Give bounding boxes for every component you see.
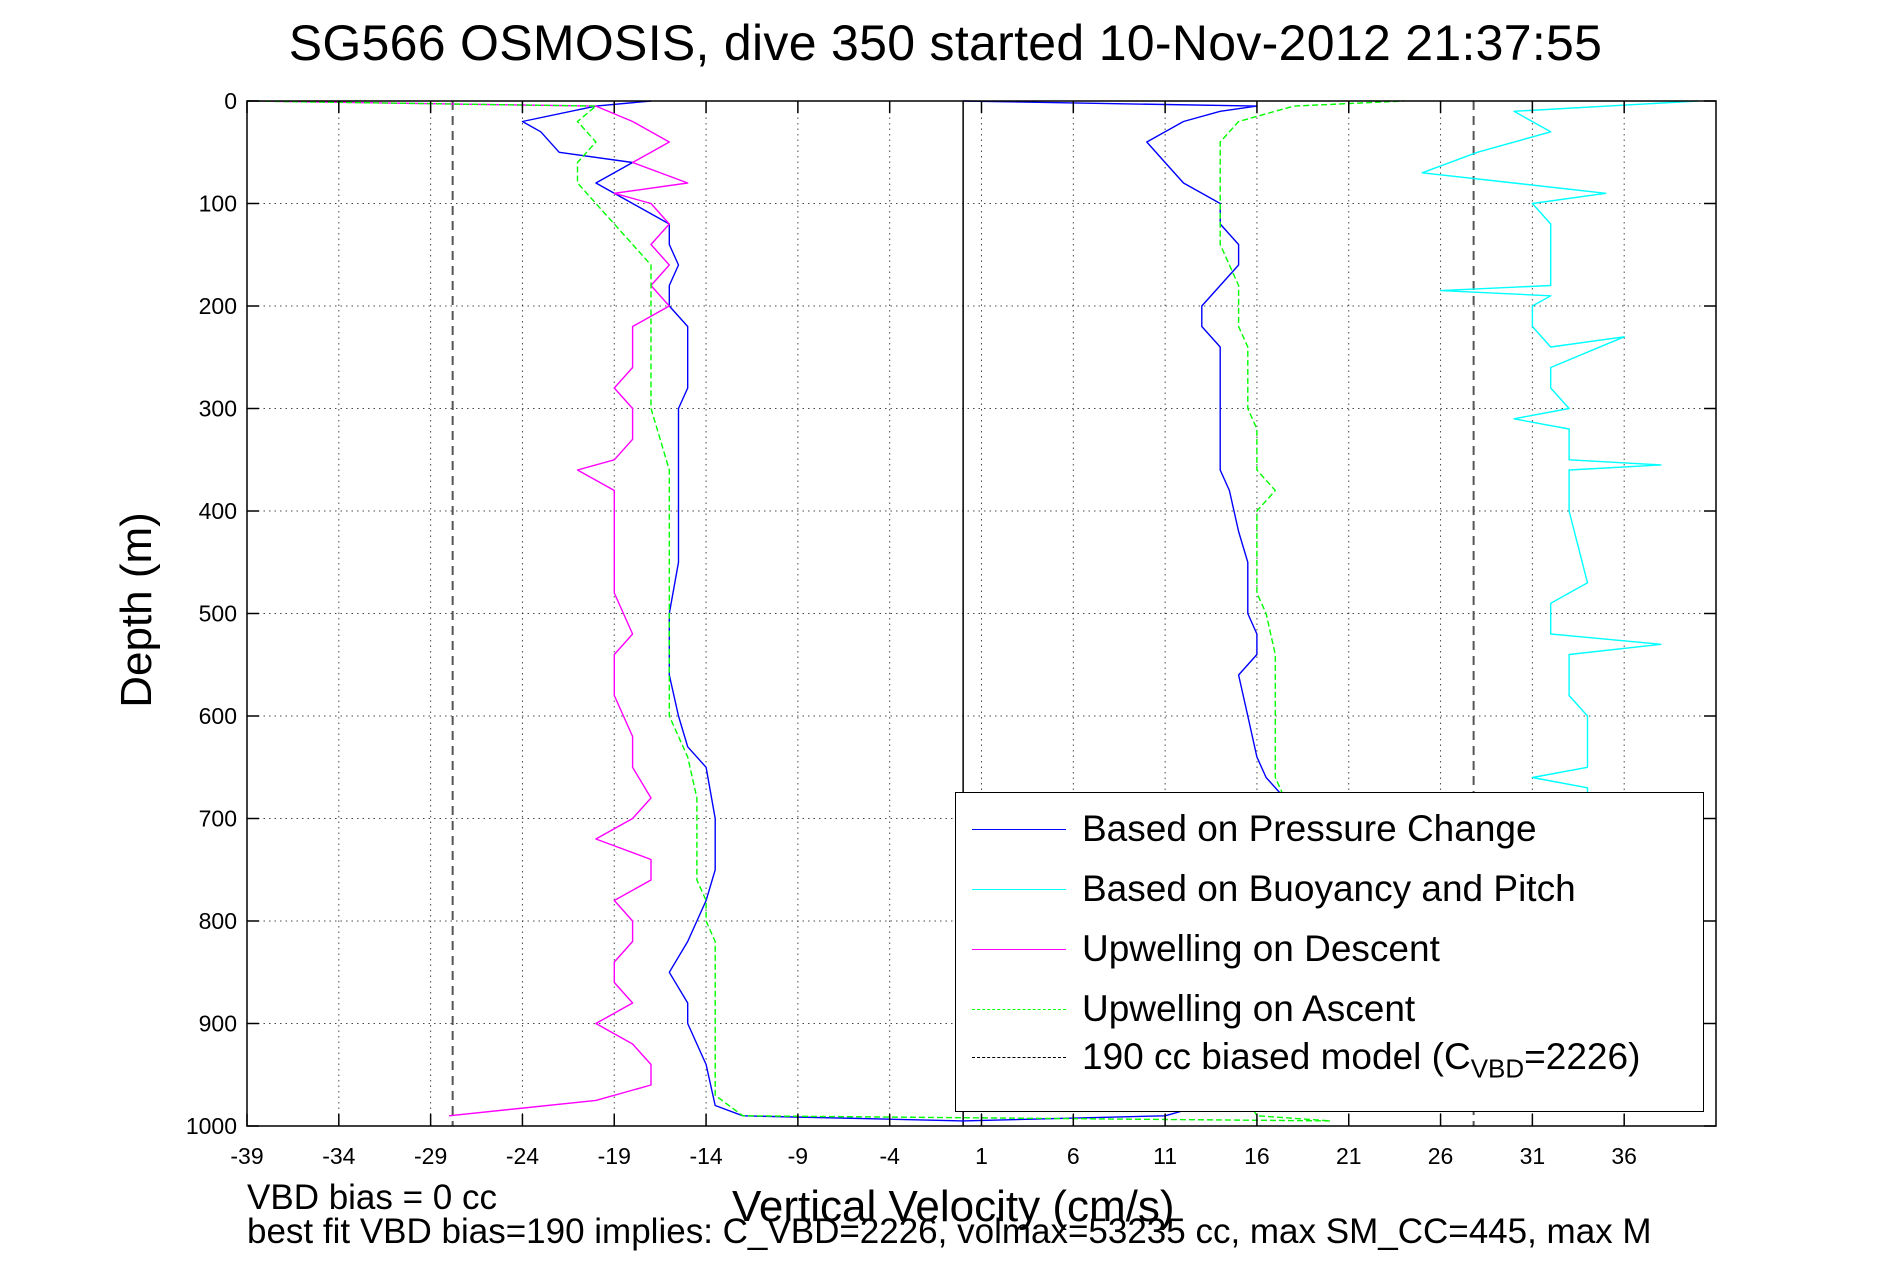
legend-swatch-buoyancy xyxy=(972,889,1066,890)
legend-item-ascent: Upwelling on Ascent xyxy=(972,989,1692,1029)
x-tick-label: -24 xyxy=(506,1143,539,1169)
legend-label-model-end: =2226) xyxy=(1524,1036,1641,1077)
y-tick-label: 0 xyxy=(224,88,237,114)
y-tick-label: 500 xyxy=(199,601,237,627)
series-line-2 xyxy=(246,100,689,1117)
legend-swatch-model xyxy=(972,1057,1066,1058)
axes-layer xyxy=(246,100,1717,1127)
y-tick-label: 700 xyxy=(199,806,237,832)
legend-label-model-main: 190 cc biased model (C xyxy=(1082,1036,1471,1077)
x-tick-label: -4 xyxy=(879,1143,900,1169)
vbd-bias-note: VBD bias = 0 cc xyxy=(247,1178,497,1217)
x-tick-label: -39 xyxy=(230,1143,263,1169)
y-tick-label: 900 xyxy=(199,1011,237,1037)
legend-swatch-descent xyxy=(972,949,1066,950)
x-axis-label: Vertical Velocity (cm/s) xyxy=(732,1182,1175,1231)
x-tick-label: -29 xyxy=(414,1143,447,1169)
y-tick-label: 200 xyxy=(199,293,237,319)
legend-label-model-sub: VBD xyxy=(1470,1053,1525,1084)
legend-label-descent: Upwelling on Descent xyxy=(1082,928,1440,969)
legend-item-pressure: Based on Pressure Change xyxy=(972,809,1692,849)
y-tick-label: 100 xyxy=(199,191,237,217)
y-axis-label: Depth (m) xyxy=(112,512,161,708)
best-fit-note: best fit VBD bias=190 implies: C_VBD=222… xyxy=(247,1212,1652,1251)
x-tick-label: -34 xyxy=(322,1143,355,1169)
y-tick-label: 1000 xyxy=(186,1113,237,1139)
x-tick-label: 36 xyxy=(1611,1143,1637,1169)
legend-label-buoyancy: Based on Buoyancy and Pitch xyxy=(1082,868,1576,909)
legend-swatch-ascent xyxy=(972,1009,1066,1010)
tick-labels: -39 -34 -29 -24 -19 -14 -9 -4 1 6 11 16 21 26 31 360100… xyxy=(186,88,1637,1169)
y-tick-label: 300 xyxy=(199,396,237,422)
x-tick-label: -14 xyxy=(689,1143,722,1169)
series-line-3 xyxy=(246,100,1404,1122)
y-tick-label: 600 xyxy=(199,703,237,729)
legend-label-pressure: Based on Pressure Change xyxy=(1082,808,1537,849)
chart-title: SG566 OSMOSIS, dive 350 started 10-Nov-2… xyxy=(288,15,1603,71)
legend-item-buoyancy: Based on Buoyancy and Pitch xyxy=(972,869,1692,909)
x-tick-label: 11 xyxy=(1153,1143,1177,1169)
legend-label-ascent: Upwelling on Ascent xyxy=(1082,988,1416,1029)
x-tick-label: -9 xyxy=(788,1143,808,1169)
x-tick-label: 1 xyxy=(975,1143,988,1169)
legend-item-descent: Upwelling on Descent xyxy=(972,929,1692,969)
x-tick-label: 6 xyxy=(1067,1143,1080,1169)
legend-label-model: 190 cc biased model (CVBD=2226) xyxy=(1082,1037,1640,1088)
grid-layer xyxy=(246,100,1716,1127)
x-tick-label: 16 xyxy=(1244,1143,1270,1169)
legend: Based on Pressure Change Based on Buoyan… xyxy=(955,792,1704,1112)
x-tick-label: 31 xyxy=(1520,1143,1546,1169)
x-tick-label: -19 xyxy=(598,1143,631,1169)
legend-item-model: 190 cc biased model (CVBD=2226) xyxy=(972,1037,1692,1083)
y-tick-label: 800 xyxy=(199,908,237,934)
x-tick-label: 26 xyxy=(1428,1143,1454,1169)
series-line-1 xyxy=(1421,100,1698,798)
legend-swatch-pressure xyxy=(972,829,1066,830)
y-tick-label: 400 xyxy=(199,498,237,524)
x-tick-label: 21 xyxy=(1336,1143,1362,1169)
